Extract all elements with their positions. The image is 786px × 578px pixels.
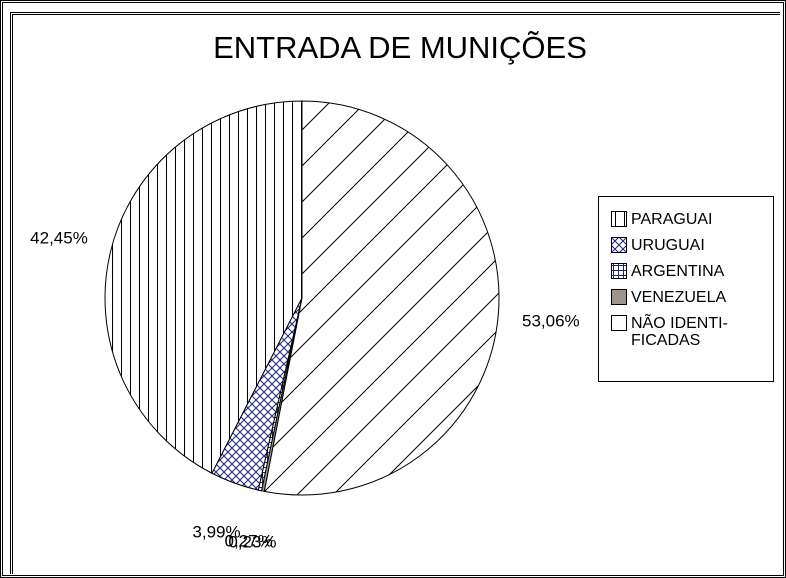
legend-swatch-rect [611, 315, 627, 331]
legend-swatch-rect [611, 211, 627, 227]
legend-swatch [611, 263, 627, 279]
legend-label: ARGENTINA [631, 263, 725, 280]
legend-swatch [611, 211, 627, 227]
legend-label: NÃO IDENTI- FICADAS [631, 315, 728, 349]
data-label: 0,23% [228, 533, 276, 552]
chart-area-frame [10, 12, 780, 574]
legend-item: VENEZUELA [611, 289, 773, 306]
legend-label: VENEZUELA [631, 289, 727, 306]
legend-swatch-rect [611, 289, 627, 305]
legend-swatch [611, 315, 627, 331]
legend-swatch-rect [611, 237, 627, 253]
pie-slice [104, 100, 303, 474]
data-label: 3,99% [192, 522, 240, 541]
legend-swatch [611, 289, 627, 305]
legend-item: URUGUAI [611, 237, 773, 254]
legend-item: ARGENTINA [611, 263, 773, 280]
chart-title: ENTRADA DE MUNIÇÕES [213, 30, 587, 65]
data-label: 0,27% [225, 532, 273, 551]
legend-item: NÃO IDENTI- FICADAS [611, 315, 773, 349]
legend-label: URUGUAI [631, 237, 705, 254]
data-label: 53,06% [522, 311, 580, 330]
legend-swatch [611, 237, 627, 253]
legend-item: PARAGUAI [611, 211, 773, 228]
legend-label: PARAGUAI [631, 211, 713, 228]
data-label: 42,45% [30, 229, 88, 248]
legend: PARAGUAI URUGUAI ARGENTINA VENEZUELA NÃO IDE… [598, 196, 774, 382]
legend-swatch-rect [611, 263, 627, 279]
pie-slice [263, 100, 500, 496]
